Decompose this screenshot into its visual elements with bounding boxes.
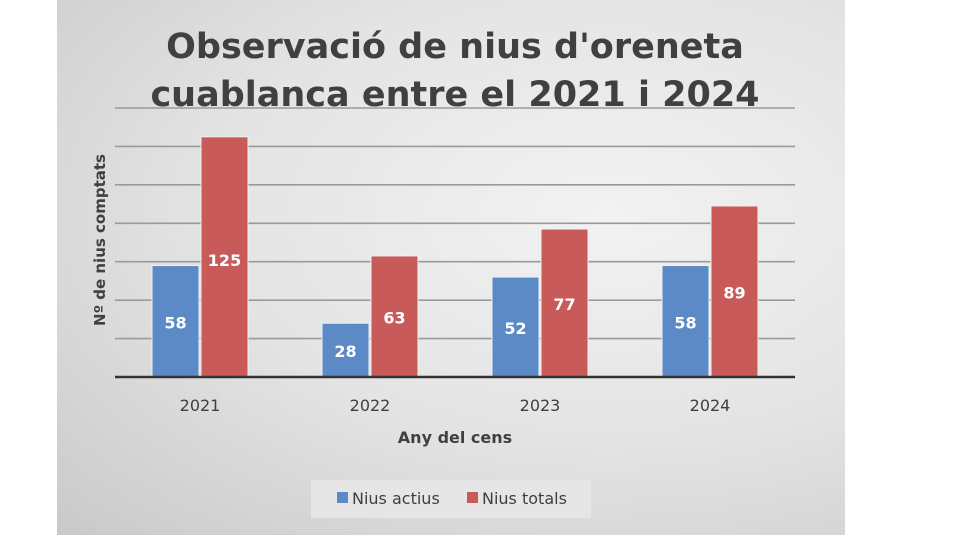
legend-swatch: [337, 492, 348, 503]
legend-swatch: [467, 492, 478, 503]
legend-item: Nius actius: [352, 489, 440, 508]
bar-nius-actius: [491, 276, 540, 378]
bar-nius-actius: [661, 265, 710, 378]
chart-title-line: cuablanca entre el 2021 i 2024: [150, 75, 759, 115]
data-label: 28: [334, 342, 356, 361]
data-label: 58: [164, 313, 186, 332]
y-axis-label: Nº de nius comptats: [91, 154, 109, 326]
data-label: 77: [553, 295, 575, 314]
x-tick-label: 2021: [180, 396, 221, 415]
legend: [311, 480, 591, 518]
bar-nius-totals: [370, 255, 419, 378]
legend-item: Nius totals: [482, 489, 567, 508]
chart-title-line: Observació de nius d'oreneta: [166, 27, 744, 67]
x-axis-label: Any del cens: [398, 428, 512, 447]
bar-nius-actius: [151, 265, 200, 378]
data-label: 52: [504, 319, 526, 338]
data-label: 63: [383, 308, 405, 327]
x-tick-label: 2022: [350, 396, 391, 415]
data-label: 125: [208, 251, 241, 270]
x-tick-label: 2023: [520, 396, 561, 415]
data-label: 89: [723, 283, 745, 302]
bar-nius-totals: [200, 136, 249, 378]
x-tick-label: 2024: [690, 396, 731, 415]
bar-nius-totals: [710, 205, 759, 378]
data-label: 58: [674, 313, 696, 332]
bar-nius-totals: [540, 228, 589, 378]
